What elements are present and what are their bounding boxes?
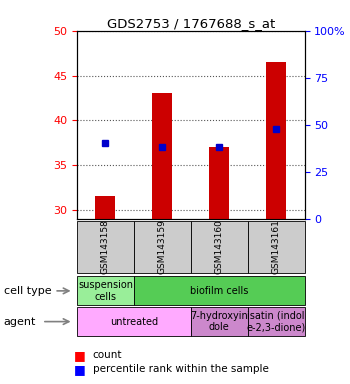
Bar (209, 147, 229, 219)
Text: untreated: untreated (110, 316, 158, 327)
Bar (152, 93, 172, 219)
Text: agent: agent (4, 316, 36, 327)
Text: GSM143158: GSM143158 (101, 219, 110, 274)
Text: GSM143160: GSM143160 (215, 219, 224, 274)
Text: percentile rank within the sample: percentile rank within the sample (93, 364, 269, 374)
Text: 7-hydroxyin
dole: 7-hydroxyin dole (190, 311, 248, 333)
Text: ■: ■ (74, 363, 85, 376)
Bar (266, 62, 286, 219)
Text: ■: ■ (74, 349, 85, 362)
Text: GDS2753 / 1767688_s_at: GDS2753 / 1767688_s_at (107, 17, 275, 30)
Text: GSM143159: GSM143159 (158, 219, 167, 274)
Text: suspension
cells: suspension cells (78, 280, 133, 302)
Text: biofilm cells: biofilm cells (190, 286, 248, 296)
Text: count: count (93, 350, 122, 360)
Bar (96, 197, 116, 219)
Text: cell type: cell type (4, 286, 51, 296)
Text: GSM143161: GSM143161 (272, 219, 281, 274)
Text: isatin (indol
e-2,3-dione): isatin (indol e-2,3-dione) (246, 311, 306, 333)
